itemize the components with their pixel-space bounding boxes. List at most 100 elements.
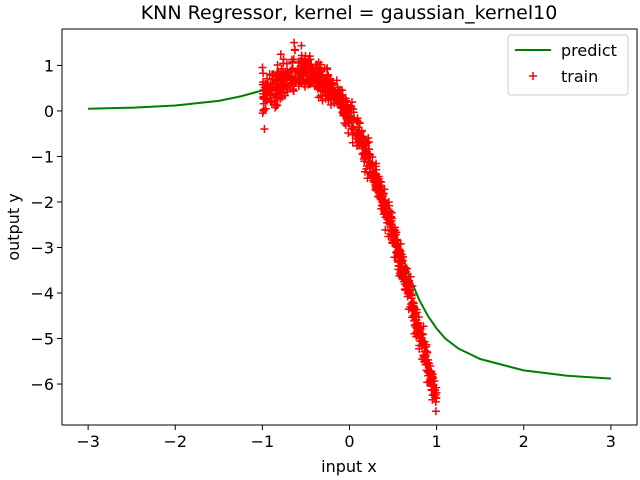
train-point <box>371 182 380 191</box>
y-tick-label: −3 <box>30 238 54 257</box>
train-point <box>428 374 437 383</box>
x-axis: −3 −2 −1 0 1 2 3 <box>76 425 616 451</box>
x-tick-label: 1 <box>432 432 442 451</box>
train-point <box>340 119 349 128</box>
train-point <box>259 85 268 94</box>
legend-train-swatch <box>529 72 537 80</box>
train-point <box>266 97 275 106</box>
train-point <box>291 67 300 76</box>
train-point <box>389 233 398 242</box>
train-point <box>381 225 390 234</box>
train-point <box>362 164 371 173</box>
train-point <box>330 89 339 98</box>
train-point <box>314 81 323 90</box>
train-series <box>258 38 441 416</box>
train-point <box>264 80 272 89</box>
train-point <box>301 51 310 60</box>
chart-title: KNN Regressor, kernel = gaussian_kernel1… <box>141 2 558 24</box>
x-tick-label: −2 <box>163 432 187 451</box>
y-tick-label: −4 <box>30 284 54 303</box>
train-point <box>418 330 427 339</box>
train-point <box>336 100 345 109</box>
x-tick-label: −1 <box>251 432 275 451</box>
train-point <box>348 130 357 139</box>
train-point <box>325 92 334 101</box>
train-point <box>432 383 441 392</box>
train-point <box>371 175 380 184</box>
train-point <box>407 290 416 299</box>
train-point <box>337 98 346 107</box>
train-point <box>401 286 410 295</box>
train-point <box>284 69 293 78</box>
train-point <box>408 313 417 322</box>
train-point <box>418 355 427 364</box>
train-point <box>428 391 437 400</box>
train-point <box>322 84 331 93</box>
legend-predict-label: predict <box>561 41 617 60</box>
x-axis-label: input x <box>321 457 377 476</box>
train-point <box>296 74 305 83</box>
train-point <box>398 268 407 276</box>
train-point <box>416 337 425 346</box>
legend: predict train <box>507 34 629 96</box>
train-point <box>372 165 381 174</box>
train-point <box>399 252 407 261</box>
train-point <box>414 319 422 328</box>
train-point <box>289 86 298 95</box>
train-point <box>274 68 283 77</box>
train-point <box>301 67 309 76</box>
train-point <box>270 96 279 105</box>
y-tick-label: 0 <box>44 102 54 121</box>
train-point <box>426 362 435 370</box>
y-tick-label: 1 <box>44 56 54 75</box>
x-tick-label: 2 <box>519 432 529 451</box>
train-point <box>308 72 317 81</box>
train-point <box>394 261 403 270</box>
legend-train-marker <box>529 72 537 80</box>
train-point <box>358 143 367 151</box>
train-point <box>401 263 410 272</box>
train-point <box>344 129 353 137</box>
train-point <box>316 91 325 100</box>
train-point <box>429 390 438 399</box>
train-point <box>283 73 291 82</box>
train-point <box>261 95 270 104</box>
train-point <box>273 61 282 69</box>
train-point <box>320 64 329 73</box>
train-point <box>318 75 327 84</box>
plot-area <box>61 28 638 426</box>
y-axis: −6 −5 −4 −3 −2 −1 0 1 <box>30 56 62 394</box>
train-point <box>290 45 299 54</box>
train-point <box>273 101 282 110</box>
train-point <box>366 160 375 169</box>
y-tick-label: −5 <box>30 330 54 349</box>
train-point <box>420 343 429 351</box>
train-point <box>387 220 396 229</box>
train-point <box>415 341 424 350</box>
y-tick-label: −2 <box>30 193 54 212</box>
train-point <box>347 124 356 133</box>
train-point <box>306 55 315 64</box>
train-point <box>289 55 298 64</box>
train-point <box>376 181 385 190</box>
train-point <box>431 407 440 416</box>
train-point <box>276 87 285 95</box>
train-point <box>294 82 303 91</box>
y-tick-label: −6 <box>30 375 54 394</box>
train-point <box>259 99 268 108</box>
train-point <box>306 80 315 89</box>
train-point <box>297 41 306 50</box>
train-point <box>261 104 270 113</box>
train-point <box>355 127 364 136</box>
train-point <box>306 66 315 75</box>
train-point <box>399 275 408 284</box>
train-point <box>324 91 333 100</box>
train-point <box>268 71 276 80</box>
train-point <box>287 75 296 84</box>
train-point <box>346 108 355 117</box>
legend-train-label: train <box>561 67 598 86</box>
y-tick-label: −1 <box>30 147 54 166</box>
train-point <box>305 79 313 88</box>
train-point <box>354 118 363 127</box>
